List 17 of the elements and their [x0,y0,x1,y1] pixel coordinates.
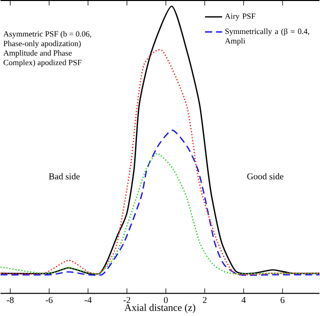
x-tick-label: 4 [242,296,246,303]
x-tick-label: -4 [84,296,92,303]
annotation: Good side [247,172,284,180]
annotation: Bad side [48,172,80,180]
x-tick-label: 0 [164,296,168,303]
annotation: Amplitude and Phase [3,50,72,58]
x-tick-label: 6 [280,296,285,303]
x-tick-label: -6 [46,296,53,303]
x-tick-label: -2 [124,296,130,303]
x-axis-title: Axial distance (z) [124,304,196,313]
legend-label: Symmetrically a (β = 0.4, Ampli [224,28,310,46]
annotation: Asymmetric PSF (b = 0.06, [3,30,92,38]
x-tick-label: -8 [6,296,14,303]
legend-label: Airy PSF [224,13,256,20]
x-tick-label: 2 [202,296,206,303]
annotation: Complex) apodized PSF [4,59,82,67]
annotation: Phase-only apodization) [4,40,81,48]
